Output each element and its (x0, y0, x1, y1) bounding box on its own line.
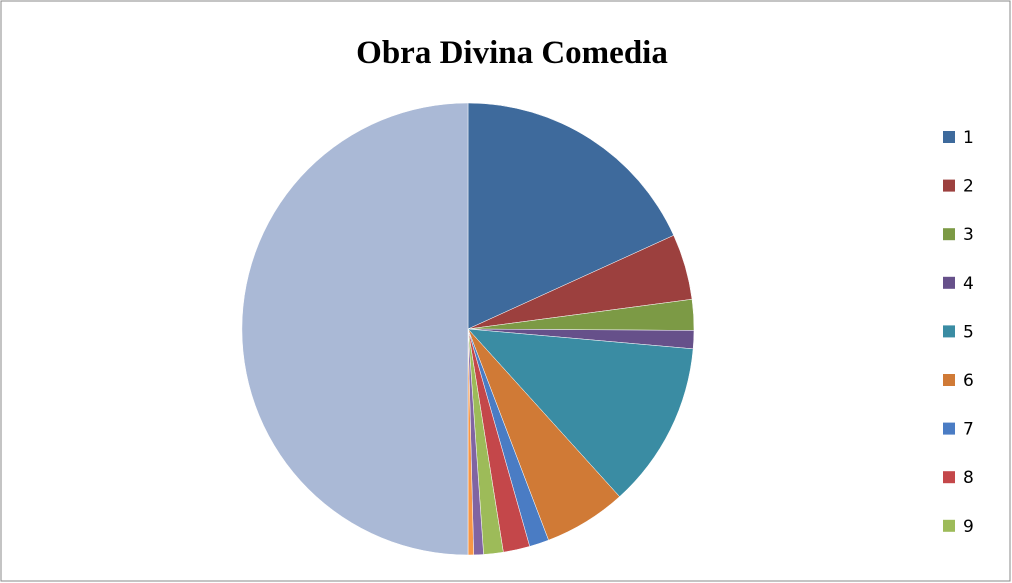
legend-label: 9 (963, 517, 974, 537)
legend-label: 1 (963, 128, 974, 148)
legend-swatch (943, 519, 955, 532)
chart-title: Obra Divina Comedia (356, 35, 668, 71)
legend-swatch (943, 471, 955, 484)
pie-slice (241, 102, 469, 556)
pie-slice (467, 102, 675, 330)
legend-swatch (943, 131, 955, 143)
legend-label: 6 (963, 371, 974, 391)
legend-label: 8 (963, 468, 974, 488)
pie-slice (467, 328, 694, 497)
legend-swatch (943, 374, 955, 386)
legend-swatch (943, 228, 955, 241)
legend-swatch (943, 422, 955, 435)
legend-swatch (943, 276, 955, 289)
legend-swatch (943, 179, 955, 192)
legend-label: 4 (963, 274, 974, 294)
legend-label: 3 (963, 225, 974, 245)
legend-label: 5 (963, 322, 974, 342)
legend-swatch (943, 325, 955, 338)
legend-label: 2 (963, 177, 974, 197)
legend-label: 7 (963, 420, 974, 440)
